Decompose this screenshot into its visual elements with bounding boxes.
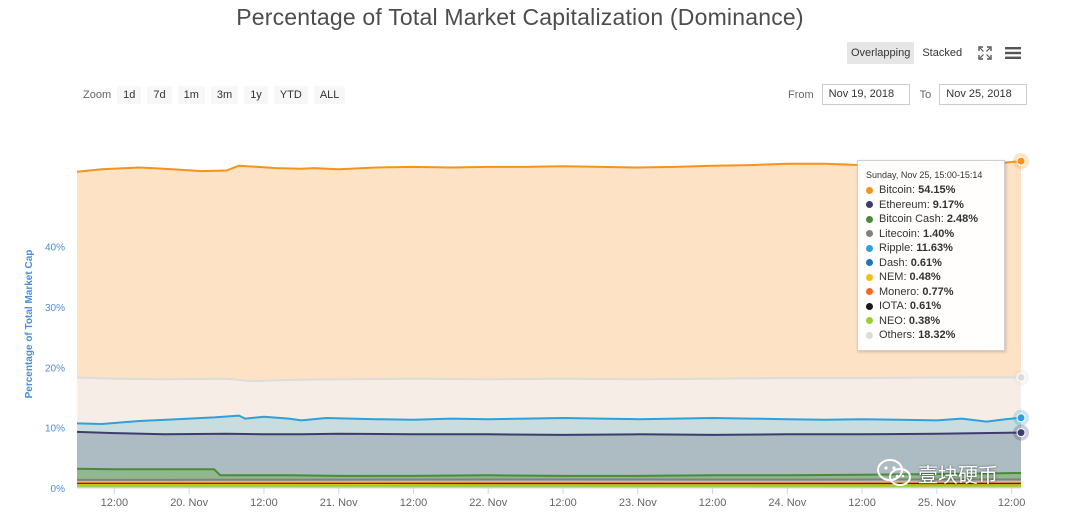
tooltip-series-name: Monero: bbox=[879, 285, 920, 298]
zoom-1m-button[interactable]: 1m bbox=[177, 86, 205, 104]
y-axis-title: Percentage of Total Market Cap bbox=[24, 250, 35, 399]
series-color-dot-icon bbox=[866, 186, 873, 194]
tooltip-row: Litecoin: 1.40% bbox=[866, 227, 996, 242]
hover-marker bbox=[1016, 428, 1026, 438]
date-range-bar: From Nov 19, 2018 To Nov 25, 2018 bbox=[788, 84, 1037, 105]
x-tick-label: 25. Nov bbox=[918, 497, 956, 509]
x-tick-label: 20. Nov bbox=[170, 497, 208, 509]
zoom-7d-button[interactable]: 7d bbox=[147, 86, 172, 104]
series-color-dot-icon bbox=[866, 273, 873, 281]
tooltip-row: Dash: 0.61% bbox=[866, 256, 996, 271]
series-line-ripple bbox=[76, 414, 1022, 425]
series-color-dot-icon bbox=[866, 302, 873, 310]
stacked-button[interactable]: Stacked bbox=[922, 47, 963, 59]
fullscreen-icon[interactable] bbox=[976, 44, 994, 62]
tooltip-row: Bitcoin: 54.15% bbox=[866, 183, 996, 198]
zoom-3m-button[interactable]: 3m bbox=[210, 86, 239, 104]
tooltip-header: Sunday, Nov 25, 15:00-15:14 bbox=[866, 170, 983, 180]
to-date-input[interactable]: Nov 25, 2018 bbox=[939, 84, 1028, 105]
tooltip-series-name: Others: bbox=[879, 329, 916, 342]
y-tick-label: 10% bbox=[45, 424, 65, 435]
series-color-dot-icon bbox=[866, 230, 873, 238]
chart-title: Percentage of Total Market Capitalizatio… bbox=[236, 4, 804, 30]
tooltip-series-name: Dash: bbox=[879, 256, 908, 269]
x-tick-label: 12:00 bbox=[998, 497, 1026, 509]
series-color-dot-icon bbox=[866, 259, 873, 267]
y-tick-label: 0% bbox=[51, 484, 66, 495]
zoom-all-button[interactable]: ALL bbox=[313, 86, 346, 104]
series-line-others bbox=[76, 376, 1022, 383]
tooltip-series-name: IOTA: bbox=[879, 300, 907, 313]
y-tick-label: 20% bbox=[45, 363, 65, 374]
zoom-1y-button[interactable]: 1y bbox=[244, 86, 268, 104]
tooltip-row: NEO: 0.38% bbox=[866, 314, 996, 329]
x-tick-label: 12:00 bbox=[549, 497, 577, 509]
series-color-dot-icon bbox=[866, 244, 873, 252]
hover-marker bbox=[1016, 413, 1026, 423]
hover-marker bbox=[1016, 372, 1026, 382]
x-tick-label: 12:00 bbox=[400, 497, 428, 509]
series-area-ethereum bbox=[77, 431, 1021, 488]
x-tick-label: 22. Nov bbox=[469, 497, 507, 509]
overlapping-button[interactable]: Overlapping bbox=[847, 42, 915, 64]
x-tick-label: 24. Nov bbox=[768, 497, 806, 509]
wechat-logo-icon bbox=[877, 459, 911, 486]
tooltip-series-value: 54.15% bbox=[918, 184, 956, 197]
tooltip-series-name: Bitcoin: bbox=[879, 184, 916, 197]
series-color-dot-icon bbox=[866, 331, 873, 339]
series-color-dot-icon bbox=[866, 201, 873, 209]
series-line-ethereum bbox=[76, 430, 1022, 436]
series-color-dot-icon bbox=[866, 317, 873, 325]
tooltip-series-value: 9.17% bbox=[932, 198, 964, 211]
tooltip-series-name: Litecoin: bbox=[879, 227, 920, 240]
tooltip-series-name: NEO: bbox=[879, 314, 906, 327]
tooltip-row: IOTA: 0.61% bbox=[866, 299, 996, 314]
tooltip-series-value: 0.48% bbox=[909, 271, 941, 284]
tooltip-series-value: 0.61% bbox=[910, 256, 942, 269]
tooltip-series-name: NEM: bbox=[879, 271, 907, 284]
tooltip-row: Bitcoin Cash: 2.48% bbox=[866, 212, 996, 227]
tooltip-row: Monero: 0.77% bbox=[866, 285, 996, 300]
tooltip-series-value: 0.38% bbox=[908, 314, 941, 327]
tooltip-row: Ripple: 11.63% bbox=[866, 241, 996, 256]
tooltip-series-value: 18.32% bbox=[918, 329, 956, 342]
x-tick-label: 12:00 bbox=[848, 497, 876, 509]
tooltip-series-name: Bitcoin Cash: bbox=[879, 213, 944, 226]
from-date-input[interactable]: Nov 19, 2018 bbox=[821, 84, 910, 105]
x-tick-label: 12:00 bbox=[699, 497, 727, 509]
from-label: From bbox=[788, 88, 814, 101]
hamburger-menu-icon[interactable] bbox=[1004, 44, 1022, 62]
x-tick-label: 23. Nov bbox=[619, 497, 657, 509]
y-tick-label: 30% bbox=[45, 303, 65, 314]
hover-marker bbox=[1016, 156, 1026, 166]
tooltip-series-value: 1.40% bbox=[922, 227, 955, 240]
tooltip-row: NEM: 0.48% bbox=[866, 270, 996, 285]
tooltip-series-value: 0.77% bbox=[922, 285, 954, 298]
chart-tooltip: Sunday, Nov 25, 15:00-15:14 Bitcoin: 54.1… bbox=[857, 160, 1005, 351]
series-color-dot-icon bbox=[866, 288, 873, 296]
series-color-dot-icon bbox=[866, 215, 873, 223]
tooltip-row: Others: 18.32% bbox=[866, 328, 996, 343]
watermark: 壹块硬币 bbox=[876, 458, 998, 488]
zoom-label: Zoom bbox=[83, 89, 112, 101]
zoom-ytd-button[interactable]: YTD bbox=[273, 86, 308, 104]
tooltip-series-value: 0.61% bbox=[909, 300, 942, 313]
view-toggle: Overlapping Stacked bbox=[847, 42, 1022, 64]
to-label: To bbox=[919, 88, 932, 101]
tooltip-row: Ethereum: 9.17% bbox=[866, 198, 996, 213]
tooltip-series-name: Ripple: bbox=[879, 242, 914, 255]
y-tick-label: 40% bbox=[45, 243, 65, 254]
zoom-1d-button[interactable]: 1d bbox=[117, 86, 142, 104]
x-tick-label: 12:00 bbox=[250, 497, 278, 509]
tooltip-series-value: 11.63% bbox=[916, 242, 953, 255]
tooltip-series-name: Ethereum: bbox=[879, 198, 930, 211]
x-tick-label: 12:00 bbox=[101, 497, 129, 509]
series-line-bitcoin-cash bbox=[76, 467, 1022, 477]
x-tick-label: 21. Nov bbox=[320, 497, 358, 509]
tooltip-series-value: 2.48% bbox=[946, 213, 979, 226]
zoom-bar: Zoom 1d 7d 1m 3m 1y YTD ALL bbox=[83, 86, 349, 104]
watermark-text: 壹块硬币 bbox=[918, 464, 998, 487]
